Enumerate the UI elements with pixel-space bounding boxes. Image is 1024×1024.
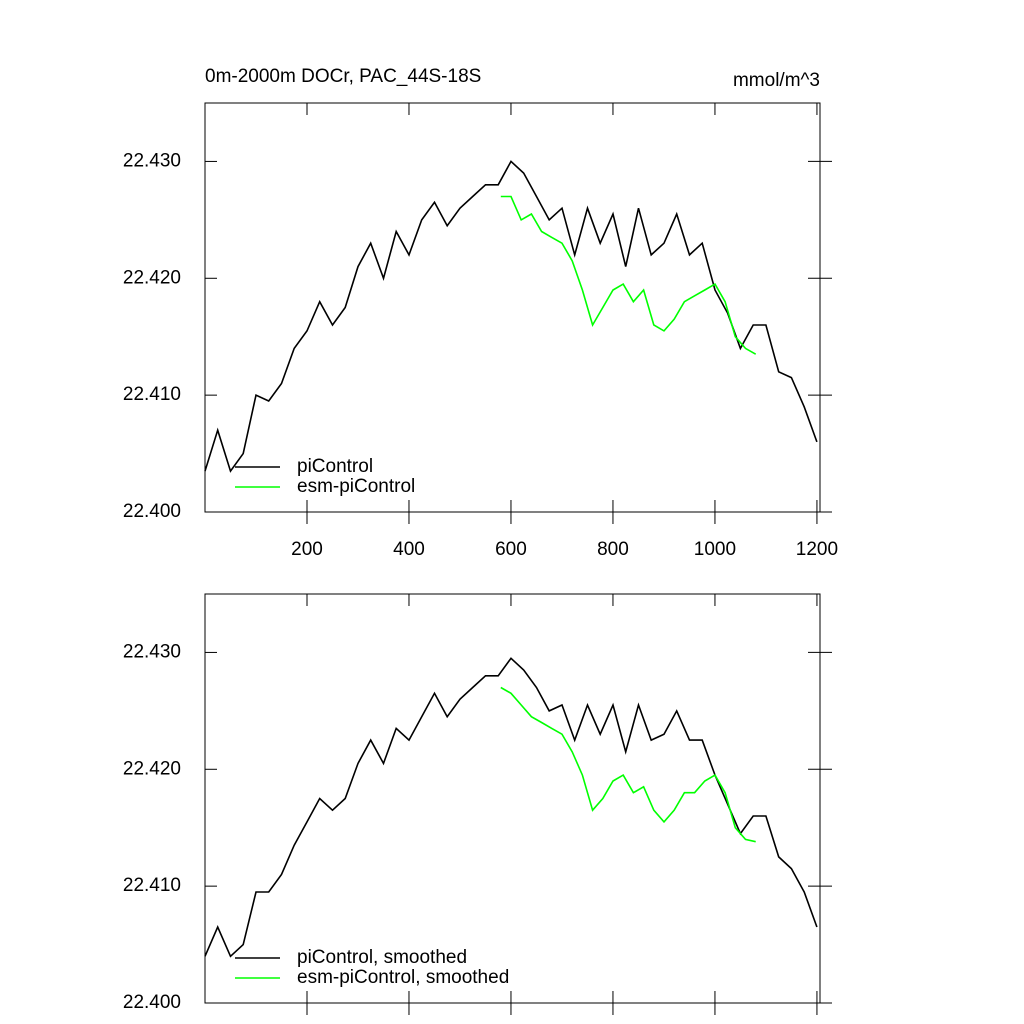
legend-label: piControl, smoothed	[297, 947, 467, 968]
y-tick-label: 22.420	[123, 758, 181, 779]
legend-label: esm-piControl	[297, 476, 415, 497]
y-tick-label: 22.410	[123, 875, 181, 896]
y-tick-label: 22.400	[123, 501, 181, 522]
legend-label: esm-piControl, smoothed	[297, 967, 509, 988]
x-tick-label: 400	[393, 539, 425, 560]
plot-frame	[204, 593, 821, 1004]
y-tick-label: 22.410	[123, 384, 181, 405]
x-tick-label: 1200	[796, 539, 838, 560]
plot-frame	[204, 102, 821, 513]
y-tick-label: 22.430	[123, 150, 181, 171]
x-tick-label: 600	[495, 539, 527, 560]
x-tick-label: 800	[597, 539, 629, 560]
legend-label: piControl	[297, 456, 373, 477]
units-label: mmol/m^3	[733, 70, 820, 91]
x-tick-label: 1000	[694, 539, 736, 560]
data-line	[204, 657, 818, 958]
data-line	[500, 686, 756, 843]
x-tick-label: 200	[291, 539, 323, 560]
data-line	[500, 195, 757, 355]
y-tick-label: 22.420	[123, 267, 181, 288]
data-line	[204, 160, 818, 473]
y-tick-label: 22.400	[123, 992, 181, 1013]
chart-title: 0m-2000m DOCr, PAC_44S-18S	[205, 66, 481, 87]
y-tick-label: 22.430	[123, 641, 181, 662]
